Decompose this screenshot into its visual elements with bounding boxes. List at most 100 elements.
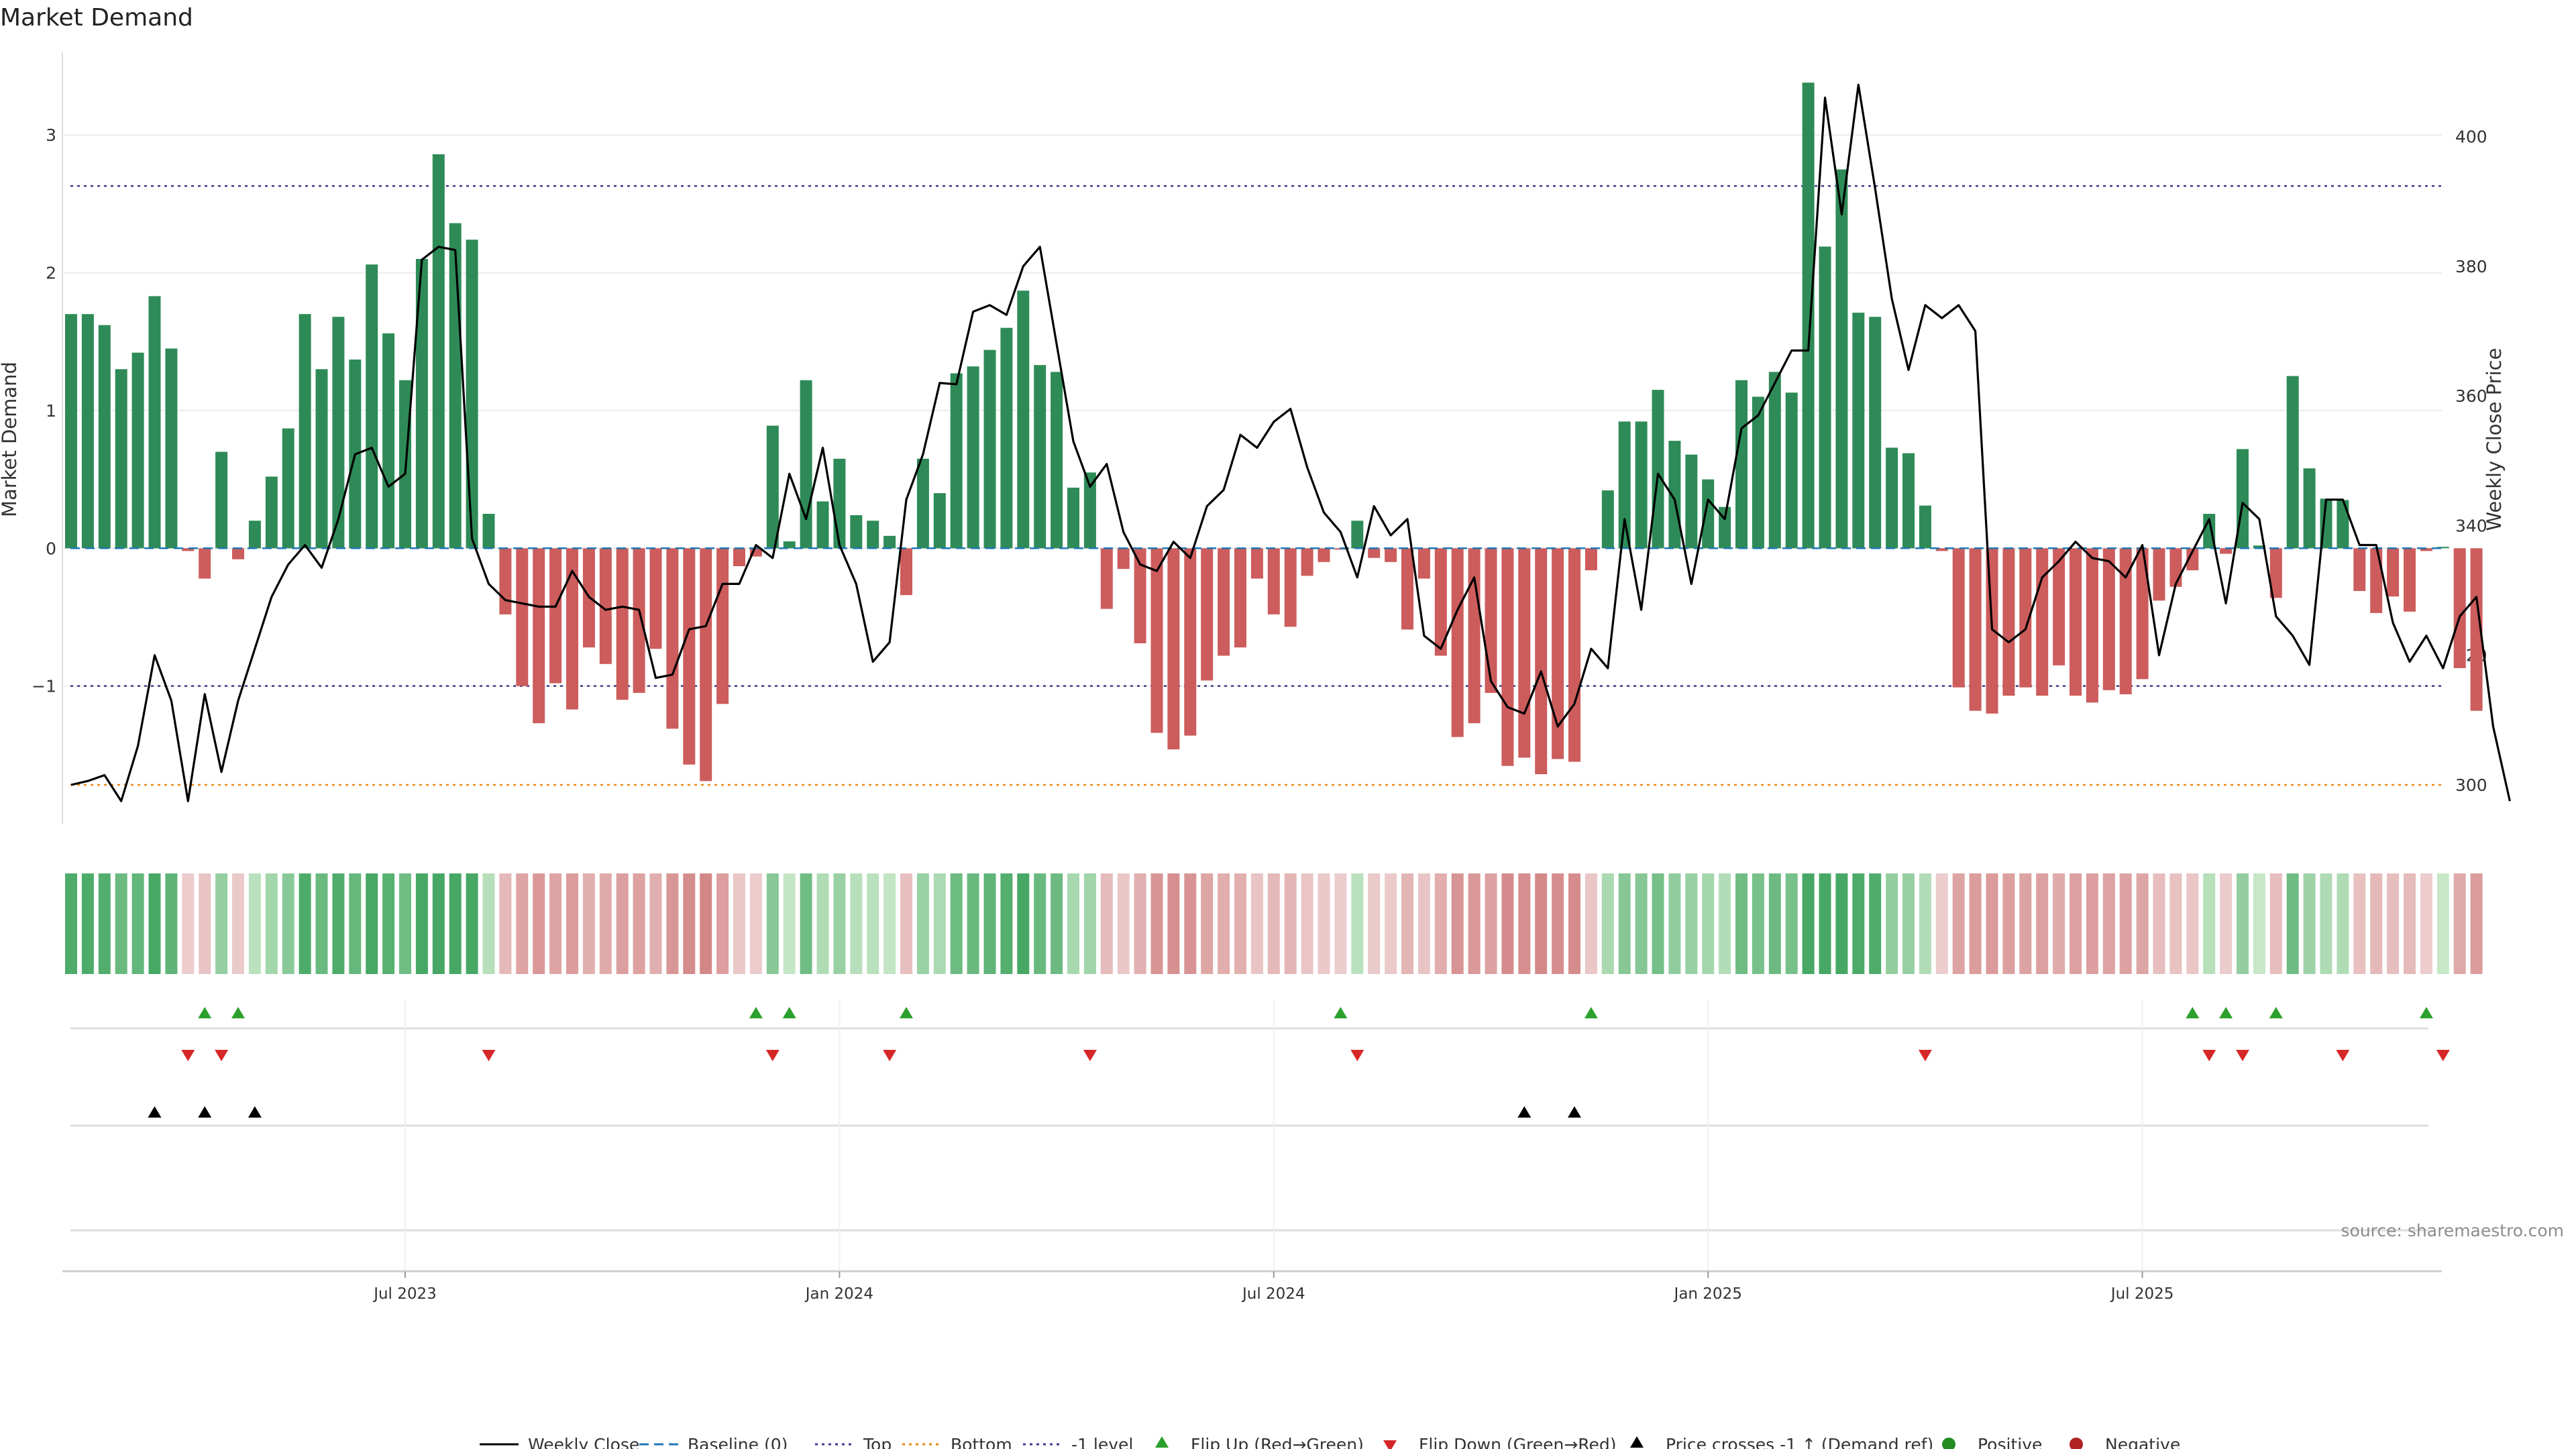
strip-cell	[1835, 873, 1848, 974]
demand-bar	[533, 548, 545, 724]
demand-bar	[649, 548, 662, 649]
strip-cell	[950, 873, 963, 974]
demand-bar	[1451, 548, 1464, 737]
demand-bar	[1167, 548, 1180, 750]
demand-bar	[2002, 548, 2015, 696]
demand-bar	[1034, 365, 1046, 549]
strip-cell	[1886, 873, 1898, 974]
strip-cell	[1267, 873, 1280, 974]
strip-cell	[215, 873, 228, 974]
flip-up-marker	[1334, 1007, 1348, 1018]
demand-bar	[1468, 548, 1481, 724]
y-axis-ticks: 3 2 1 0 −1	[32, 125, 56, 696]
flip-up-marker	[2269, 1007, 2283, 1018]
strip-cell	[633, 873, 645, 974]
strip-cell	[1184, 873, 1197, 974]
y2-tick-label: 380	[2455, 257, 2487, 276]
price-cross-marker	[1517, 1106, 1532, 1118]
demand-bar	[1267, 548, 1280, 614]
demand-bar	[1886, 447, 1898, 549]
demand-bar	[1552, 548, 1564, 759]
x-axis-ticks: Jul 2023 Jan 2024 Jul 2024 Jan 2025 Jul 2025	[372, 1271, 2174, 1303]
strip-cell	[967, 873, 979, 974]
strip-cell	[1134, 873, 1146, 974]
demand-bar	[1952, 548, 1965, 688]
strip-cell	[1986, 873, 1998, 974]
demand-bar	[916, 458, 929, 549]
demand-bar	[2353, 548, 2366, 591]
strip-cell	[1668, 873, 1681, 974]
strip-cell	[2102, 873, 2115, 974]
strip-cell	[432, 873, 445, 974]
strip-cell	[850, 873, 863, 974]
strip-cell	[1368, 873, 1381, 974]
strip-cell	[2436, 873, 2449, 974]
strip-cell	[900, 873, 912, 974]
demand-bar	[1100, 548, 1113, 609]
flip-up-marker	[198, 1007, 212, 1018]
strip-cell	[2387, 873, 2400, 974]
demand-bar	[1585, 548, 1597, 571]
demand-bar	[2136, 548, 2149, 680]
strip-cell	[2086, 873, 2098, 974]
demand-bar	[2453, 548, 2466, 668]
strip-cell	[81, 873, 94, 974]
demand-bar	[248, 521, 261, 549]
demand-bar	[1568, 548, 1580, 762]
strip-cell	[666, 873, 679, 974]
strip-cell	[1218, 873, 1230, 974]
y-tick-label: 2	[46, 264, 56, 283]
strip-cell	[1819, 873, 1831, 974]
demand-bar	[2404, 548, 2416, 612]
demand-bar	[282, 428, 294, 549]
demand-bar	[265, 476, 278, 549]
strip-cell	[65, 873, 77, 974]
demand-bar	[1969, 548, 1982, 711]
strip-cell	[1318, 873, 1330, 974]
strip-cell	[1952, 873, 1965, 974]
demand-bar	[315, 369, 328, 549]
legend-label: Bottom	[951, 1435, 1012, 1449]
demand-heat-strip	[65, 873, 2483, 974]
demand-bar	[482, 513, 495, 549]
legend-swatch-triangle-up	[1630, 1436, 1644, 1448]
strip-cell	[1351, 873, 1364, 974]
strip-cell	[1100, 873, 1113, 974]
demand-bar	[415, 259, 428, 549]
demand-bar	[1318, 548, 1330, 562]
strip-cell	[182, 873, 195, 974]
demand-bar	[1835, 169, 1848, 549]
demand-bar	[1618, 421, 1631, 549]
strip-cell	[131, 873, 144, 974]
x-tick-label: Jul 2025	[2110, 1285, 2174, 1303]
demand-bar	[1417, 548, 1430, 579]
demand-bar	[2220, 548, 2233, 554]
strip-cell	[916, 873, 929, 974]
strip-cell	[98, 873, 111, 974]
demand-bar	[65, 314, 77, 549]
demand-bar	[867, 521, 879, 549]
strip-cell	[2470, 873, 2483, 974]
strip-cell	[833, 873, 846, 974]
strip-cell	[366, 873, 378, 974]
flip-up-marker	[2186, 1007, 2200, 1018]
demand-bar	[2119, 548, 2132, 694]
flip-up-marker	[749, 1007, 763, 1018]
strip-cell	[1417, 873, 1430, 974]
demand-bar	[1368, 548, 1381, 558]
flip-down-marker	[181, 1050, 195, 1061]
strip-cell	[2337, 873, 2349, 974]
demand-bar	[1852, 313, 1865, 549]
demand-bar	[967, 366, 979, 549]
strip-cell	[1935, 873, 1948, 974]
demand-bar	[165, 348, 178, 549]
strip-cell	[516, 873, 529, 974]
demand-bar	[683, 548, 696, 765]
strip-cell	[1752, 873, 1764, 974]
demand-bar	[182, 548, 195, 551]
flip-down-marker	[2336, 1050, 2350, 1061]
demand-bar	[1051, 372, 1063, 549]
flip-up-marker	[2219, 1007, 2233, 1018]
legend-label: Weekly Close	[528, 1435, 639, 1449]
demand-bar	[633, 548, 645, 693]
